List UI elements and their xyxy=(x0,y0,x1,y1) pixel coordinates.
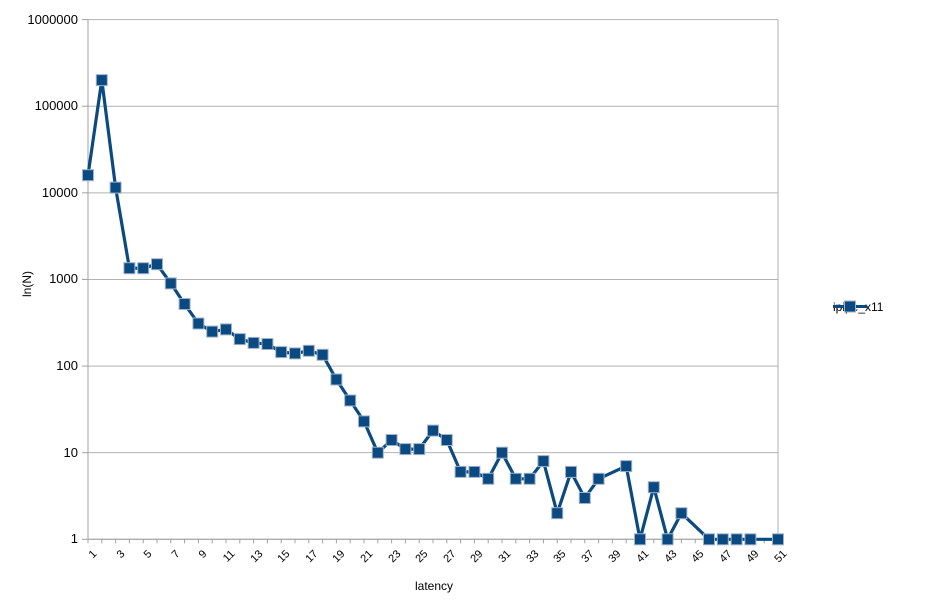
data-point-marker xyxy=(178,298,191,310)
data-point-marker xyxy=(620,460,633,473)
data-point-marker xyxy=(109,181,122,194)
y-tick-label: 100 xyxy=(56,358,78,374)
data-point-marker xyxy=(164,277,177,290)
data-point-marker xyxy=(482,472,495,485)
y-tick-label: 1000 xyxy=(49,271,78,287)
legend: ipipe_x11 xyxy=(833,300,883,314)
data-point-marker xyxy=(537,455,550,468)
data-point-marker xyxy=(344,394,357,407)
data-point-marker xyxy=(220,323,232,336)
data-point-marker xyxy=(647,481,660,494)
data-point-marker xyxy=(772,533,784,546)
data-point-marker xyxy=(261,338,274,350)
data-point-marker xyxy=(703,533,715,546)
data-point-marker xyxy=(440,434,453,446)
data-point-marker xyxy=(206,325,219,338)
data-point-marker xyxy=(192,317,205,330)
x-axis-title: latency xyxy=(414,579,454,593)
data-point-marker xyxy=(454,465,467,478)
data-point-marker xyxy=(123,262,136,275)
data-point-marker xyxy=(592,472,605,485)
data-point-marker xyxy=(578,492,591,504)
data-point-marker xyxy=(509,472,522,485)
data-point-marker xyxy=(316,348,329,361)
data-point-marker xyxy=(330,373,343,386)
data-point-marker xyxy=(468,465,481,478)
data-point-marker xyxy=(358,415,370,428)
series-line xyxy=(86,78,780,541)
data-point-marker xyxy=(730,533,743,546)
y-tick-label: 1 xyxy=(70,531,78,547)
y-tick-label: 100000 xyxy=(34,98,78,114)
y-tick-label: 10000 xyxy=(41,184,78,200)
y-tick-label: 1000000 xyxy=(27,11,78,27)
data-point-marker xyxy=(302,344,315,357)
data-point-marker xyxy=(427,424,439,437)
data-point-marker xyxy=(233,333,246,346)
data-point-marker xyxy=(151,258,163,271)
data-point-marker xyxy=(275,346,288,359)
data-point-marker xyxy=(523,472,536,485)
data-point-marker xyxy=(413,443,426,456)
data-point-marker xyxy=(496,446,508,459)
data-point-marker xyxy=(399,443,412,456)
data-point-marker xyxy=(95,74,108,87)
data-point-marker xyxy=(371,446,384,459)
data-point-marker xyxy=(661,533,674,546)
y-tick-label: 10 xyxy=(63,444,78,460)
legend-marker-icon xyxy=(833,300,867,313)
data-point-marker xyxy=(634,533,646,546)
data-point-marker xyxy=(716,533,729,546)
data-point-marker xyxy=(565,465,577,478)
data-point-marker xyxy=(247,336,260,349)
data-point-marker xyxy=(744,533,757,546)
data-point-marker xyxy=(675,507,688,520)
data-point-marker xyxy=(137,262,150,275)
data-point-marker xyxy=(551,507,564,520)
data-point-marker xyxy=(289,347,301,360)
data-point-marker xyxy=(385,434,398,446)
data-point-marker xyxy=(82,169,94,182)
